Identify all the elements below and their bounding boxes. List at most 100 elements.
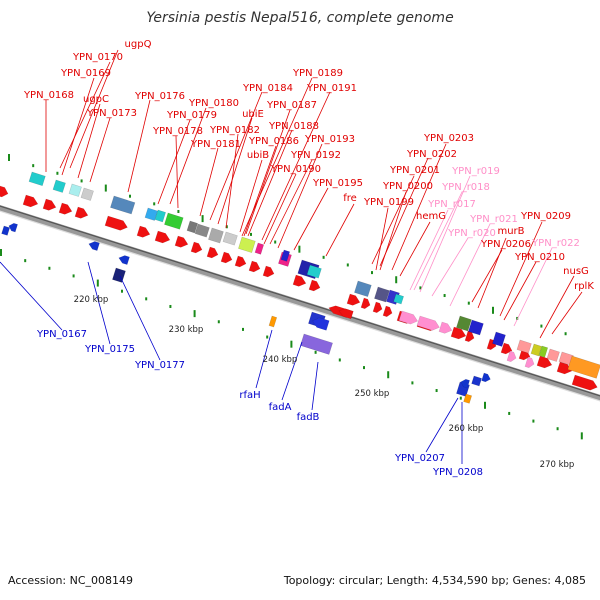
- gene-arrow-shape: [500, 342, 513, 355]
- forward-gene-arrow: [136, 225, 151, 238]
- label-leader-lines: [0, 49, 583, 464]
- reverse-feature-box: [463, 393, 473, 404]
- forward-gene-arrow: [248, 260, 261, 273]
- gene-arrow-shape: [308, 279, 321, 292]
- gene-arrow-shape: [360, 297, 371, 310]
- reverse-gene-label: YPN_0175: [84, 344, 135, 355]
- kbp-tick-label: 260 kbp: [449, 424, 484, 434]
- rna-gene-label: YPN_r018: [441, 182, 490, 193]
- forward-feature-box: [52, 179, 66, 193]
- leader-line: [371, 175, 415, 265]
- scale-tick: [201, 215, 204, 223]
- reverse-gene-arrow: [8, 222, 18, 233]
- leader-line: [59, 61, 111, 169]
- reverse-gene-label: YPN_0207: [394, 453, 445, 464]
- scale-tick: [0, 249, 2, 256]
- forward-feature-box: [68, 183, 82, 197]
- scale-tick: [80, 179, 83, 183]
- forward-feature-box: [530, 343, 542, 357]
- feature-box-shape: [471, 375, 482, 387]
- scale-tick: [556, 427, 559, 431]
- leader-line: [87, 261, 111, 345]
- forward-feature-box: [254, 242, 265, 255]
- kbp-tick-label: 250 kbp: [355, 389, 390, 399]
- kbp-tick-label: 270 kbp: [540, 460, 575, 470]
- reverse-gene-label: fadB: [297, 412, 320, 423]
- forward-gene-label: YPN_0199: [363, 197, 414, 208]
- forward-gene-label: YPN_0180: [188, 98, 239, 109]
- leader-line: [77, 103, 101, 179]
- scale-tick: [56, 171, 59, 175]
- feature-box-shape: [538, 345, 549, 358]
- forward-gene-arrow: [206, 246, 219, 259]
- rna-gene-arrow: [524, 356, 535, 369]
- forward-gene-arrow: [382, 305, 393, 318]
- gene-arrow-shape: [416, 315, 440, 331]
- scale-tick: [395, 276, 398, 284]
- scale-tick: [266, 335, 269, 339]
- gene-arrow-shape: [506, 350, 517, 363]
- forward-feature-box: [538, 345, 549, 358]
- leader-line: [69, 49, 119, 169]
- feature-box-shape: [468, 319, 484, 336]
- forward-gene-label: YPN_0178: [152, 126, 203, 137]
- forward-gene-arrow: [556, 361, 573, 375]
- scale-tick: [435, 389, 438, 393]
- reverse-feature-box: [300, 333, 333, 355]
- gene-arrow-shape: [292, 274, 307, 287]
- reverse-gene-arrow: [481, 372, 491, 383]
- scale-tick: [290, 340, 293, 348]
- leader-line: [399, 221, 431, 277]
- rna-gene-label: YPN_r017: [427, 199, 476, 210]
- reverse-feature-box: [112, 267, 126, 283]
- scale-tick: [225, 225, 228, 229]
- leader-line: [449, 223, 491, 307]
- scale-tick: [580, 432, 583, 440]
- genome-backbone: [0, 205, 600, 402]
- forward-gene-arrow: [22, 194, 39, 208]
- forward-gene-arrow: [104, 215, 128, 231]
- forward-gene-arrow: [154, 230, 171, 244]
- gene-arrow-shape: [248, 260, 261, 273]
- leader-line: [0, 261, 63, 331]
- reverse-feature-box: [1, 225, 11, 236]
- scale-tick: [169, 304, 172, 308]
- leader-line: [263, 173, 297, 245]
- scale-tick: [24, 259, 27, 263]
- forward-gene-arrow: [74, 206, 89, 219]
- feature-box-shape: [186, 220, 198, 234]
- scale-tick: [338, 358, 341, 362]
- scale-tick: [532, 419, 535, 423]
- scale-tick: [177, 209, 180, 213]
- map-title: Yersinia pestis Nepal516, complete genom…: [146, 10, 454, 26]
- leader-line: [255, 329, 273, 389]
- forward-gene-label: hemG: [416, 211, 446, 222]
- scale-tick: [193, 310, 196, 318]
- forward-feature-box: [28, 171, 46, 187]
- gene-arrow-shape: [154, 230, 171, 244]
- leader-line: [157, 119, 191, 205]
- scale-tick: [242, 327, 244, 331]
- feature-box-shape: [52, 179, 66, 193]
- leader-line: [269, 159, 313, 245]
- gene-arrow-shape: [74, 206, 89, 219]
- feature-box-shape: [567, 355, 600, 379]
- forward-gene-label: murB: [497, 226, 524, 237]
- leader-line: [119, 275, 161, 361]
- feature-box-shape: [300, 333, 333, 355]
- forward-gene-label: YPN_0179: [166, 110, 217, 121]
- feature-box-shape: [28, 171, 46, 187]
- forward-gene-arrow: [292, 274, 307, 287]
- rna-gene-arrow: [438, 321, 453, 334]
- scale-tick: [484, 401, 486, 409]
- kbp-tick-label: 230 kbp: [169, 325, 204, 335]
- accession-text: Accession: NC_008149: [8, 574, 134, 587]
- leader-line: [127, 99, 151, 193]
- gene-arrow-shape: [571, 374, 598, 391]
- forward-feature-box: [154, 209, 166, 223]
- forward-gene-label: YPN_0173: [86, 108, 137, 119]
- forward-feature-box: [280, 249, 291, 262]
- reverse-gene-label: fadA: [269, 402, 292, 413]
- kbp-tick-labels: 220 kbp 230 kbp 240 kbp 250 kbp 260 kbp 270 k…: [74, 295, 575, 470]
- rna-gene-arrow: [416, 315, 440, 331]
